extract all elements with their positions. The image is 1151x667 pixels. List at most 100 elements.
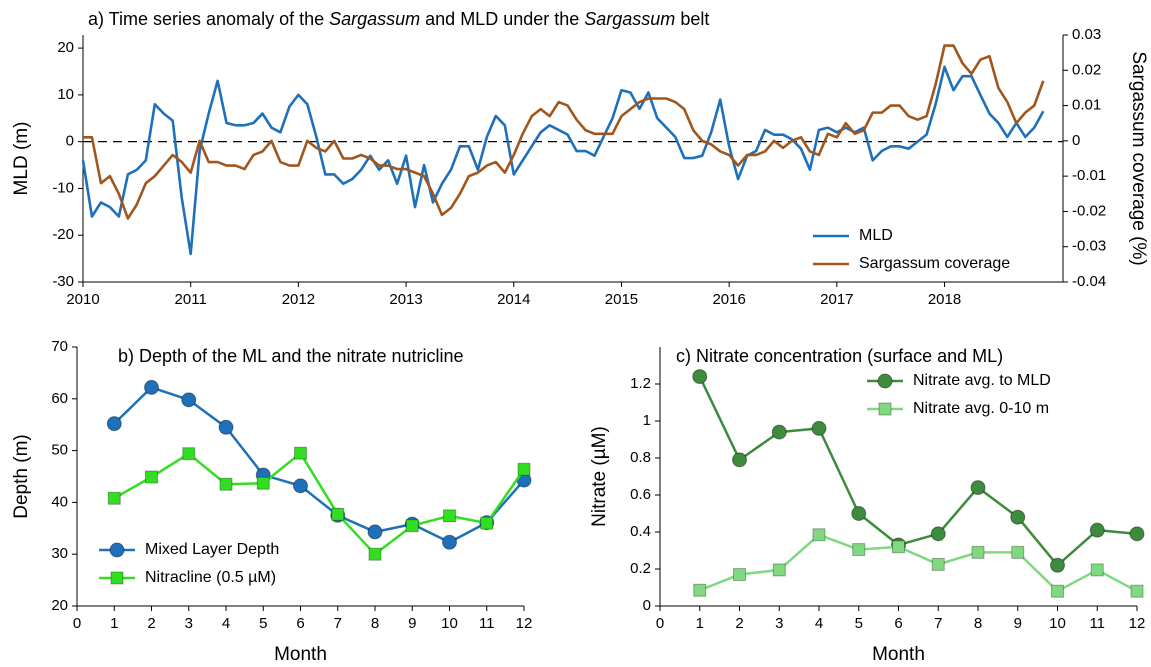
- x-tick-label: 5: [259, 615, 267, 632]
- x-tick-label: 2010: [66, 291, 99, 308]
- marker: [771, 424, 787, 440]
- x-tick-label: 2016: [712, 291, 745, 308]
- x-tick-label: 8: [974, 615, 982, 632]
- y-tick-label: 1: [643, 412, 651, 429]
- series-line: [81, 65, 1045, 256]
- marker: [256, 476, 270, 490]
- title-part: Sargassum: [329, 9, 420, 29]
- x-tick-label: 6: [894, 615, 902, 632]
- marker: [733, 568, 746, 582]
- x-tick-label: 4: [815, 615, 823, 632]
- marker: [219, 477, 233, 491]
- marker: [852, 543, 866, 557]
- y2-tick-label: -0.04: [1072, 273, 1106, 290]
- legend-label: Nitrate avg. to MLD: [913, 372, 1051, 389]
- y2-tick-label: 0.01: [1072, 97, 1101, 114]
- marker: [367, 524, 383, 540]
- marker: [732, 452, 747, 468]
- y-tick-label: 10: [57, 86, 74, 103]
- legend-label: Sargassum coverage: [859, 255, 1010, 272]
- x-axis-label: Month: [872, 644, 925, 665]
- marker: [1010, 509, 1026, 525]
- legend-label: Mixed Layer Depth: [145, 541, 279, 558]
- chart-title: c) Nitrate concentration (surface and ML…: [676, 346, 1003, 366]
- y2-axis-label: Sargassum coverage (%): [1128, 51, 1149, 265]
- marker: [1129, 526, 1145, 542]
- y2-tick-label: 0: [1072, 132, 1080, 149]
- marker: [930, 526, 946, 542]
- y2-tick-label: 0.03: [1072, 26, 1101, 43]
- x-tick-label: 9: [408, 615, 416, 632]
- y-tick-label: -30: [52, 273, 74, 290]
- x-tick-label: 2014: [497, 291, 530, 308]
- marker: [294, 446, 307, 460]
- marker: [1050, 557, 1065, 573]
- title-part: belt: [675, 9, 709, 29]
- x-axis-label: Month: [274, 644, 327, 665]
- legend-marker: [109, 542, 125, 558]
- marker: [145, 470, 158, 484]
- marker: [517, 462, 531, 476]
- chart-title: a) Time series anomaly of the Sargassum …: [88, 9, 709, 29]
- x-tick-label: 10: [441, 615, 458, 632]
- marker: [293, 478, 308, 494]
- y-tick-label: 60: [51, 390, 68, 407]
- y-tick-label: -10: [52, 179, 74, 196]
- x-tick-label: 11: [1089, 615, 1105, 632]
- x-tick-label: 2: [147, 615, 155, 632]
- x-tick-label: 12: [516, 615, 533, 632]
- y-tick-label: 50: [51, 442, 68, 459]
- x-tick-label: 7: [334, 615, 342, 632]
- marker: [851, 506, 867, 521]
- y-tick-label: 0.2: [630, 560, 651, 577]
- y-tick-label: 40: [51, 493, 68, 510]
- x-tick-label: 2013: [389, 291, 422, 308]
- y-tick-label: 0.6: [630, 486, 651, 503]
- x-tick-label: 2012: [282, 291, 315, 308]
- x-tick-label: 2015: [605, 291, 638, 308]
- marker: [107, 491, 121, 505]
- series-line: [83, 44, 1045, 220]
- x-tick-label: 5: [855, 615, 863, 632]
- x-tick-label: 2017: [820, 291, 853, 308]
- marker: [1130, 584, 1144, 598]
- marker: [182, 447, 196, 461]
- legend-marker: [110, 571, 124, 585]
- marker: [812, 528, 826, 542]
- chart-title: b) Depth of the ML and the nitrate nutri…: [118, 346, 464, 366]
- marker: [1011, 545, 1025, 559]
- marker: [1090, 563, 1104, 577]
- x-tick-label: 6: [296, 615, 304, 632]
- marker: [106, 416, 122, 432]
- x-tick-label: 9: [1014, 615, 1022, 632]
- marker: [892, 540, 905, 554]
- y-tick-label: 30: [51, 545, 68, 562]
- y-tick-label: 0.8: [630, 449, 651, 466]
- x-tick-label: 8: [371, 615, 379, 632]
- marker: [480, 516, 494, 530]
- x-tick-label: 12: [1129, 615, 1146, 632]
- title-part: c) Nitrate concentration (surface and ML…: [676, 346, 1003, 366]
- x-tick-label: 2011: [175, 291, 207, 308]
- series-line: [113, 451, 526, 556]
- y-tick-label: -20: [52, 226, 74, 243]
- legend-marker: [878, 402, 892, 416]
- marker: [970, 480, 986, 496]
- legend-label: Nitracline (0.5 µM): [145, 569, 276, 586]
- x-tick-label: 3: [185, 615, 193, 632]
- y-tick-label: 20: [57, 39, 74, 56]
- title-part: a) Time series anomaly of the: [88, 9, 329, 29]
- marker: [331, 507, 345, 521]
- x-tick-label: 0: [73, 615, 81, 632]
- x-tick-label: 7: [934, 615, 942, 632]
- marker: [181, 392, 197, 408]
- marker: [443, 509, 456, 523]
- x-tick-label: 11: [479, 615, 495, 632]
- marker: [772, 563, 786, 577]
- marker: [405, 519, 419, 533]
- y-tick-label: 1.2: [630, 375, 651, 392]
- marker: [368, 547, 382, 561]
- x-tick-label: 2: [735, 615, 743, 632]
- y-tick-label: 0: [66, 133, 74, 150]
- y2-tick-label: -0.03: [1072, 238, 1106, 255]
